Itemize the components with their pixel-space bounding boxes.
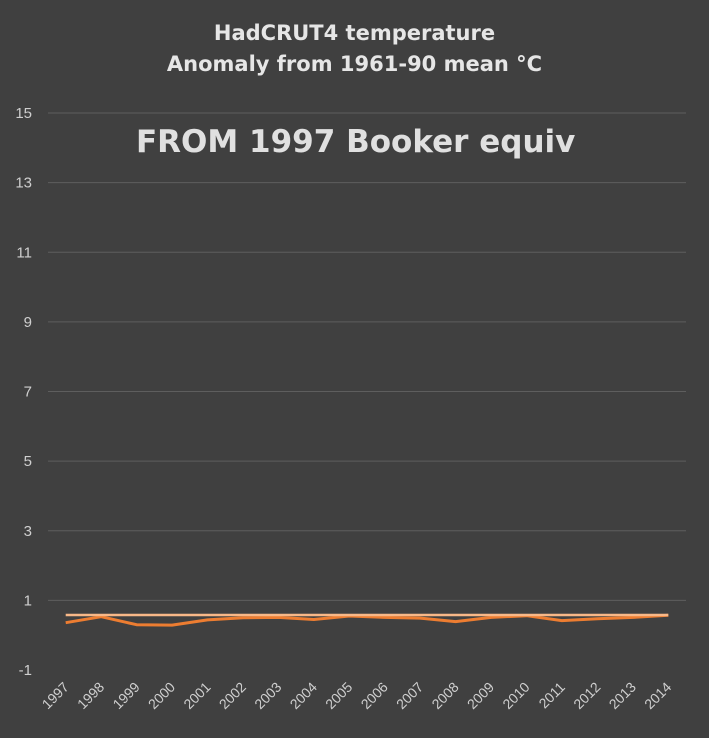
x-tick-label-15: 2012	[570, 679, 603, 712]
x-tick-label-11: 2008	[428, 679, 461, 712]
y-tick-label-5: 9	[24, 314, 32, 331]
x-tick-label-2: 1999	[109, 679, 142, 712]
y-tick-label-4: 7	[24, 384, 32, 401]
chart-title-block: HadCRUT4 temperature Anomaly from 1961-9…	[0, 18, 709, 80]
chart-title: HadCRUT4 temperature	[213, 21, 496, 45]
x-tick-label-4: 2001	[180, 679, 213, 712]
x-tick-label-9: 2006	[357, 679, 390, 712]
x-tick-label-8: 2005	[322, 679, 355, 712]
x-tick-label-1: 1998	[74, 679, 107, 712]
x-tick-label-5: 2002	[216, 679, 249, 712]
grid-layer	[48, 112, 686, 601]
y-tick-label-3: 5	[24, 453, 32, 470]
y-tick-label-7: 13	[15, 175, 32, 192]
y-tick-label-2: 3	[24, 523, 32, 540]
series-layer	[65, 613, 669, 627]
y-tick-label-1: 1	[24, 592, 32, 609]
x-tick-label-3: 2000	[145, 679, 178, 712]
chart-subtitle: Anomaly from 1961-90 mean °C	[166, 52, 543, 76]
chart-annotation: FROM 1997 Booker equiv	[136, 124, 576, 160]
x-tick-label-14: 2011	[535, 679, 568, 712]
x-tick-label-13: 2010	[499, 679, 532, 712]
x-tick-label-12: 2009	[464, 679, 497, 712]
x-tick-label-10: 2007	[393, 679, 426, 712]
y-tick-label-6: 11	[16, 244, 32, 261]
series-line-0	[65, 613, 669, 627]
x-tick-label-7: 2004	[287, 679, 320, 712]
x-tick-label-16: 2013	[606, 679, 639, 712]
x-axis-ticks: 1997 1998 1999 2000 2001 2002 2003 2004 2005 2006…	[38, 679, 674, 712]
x-tick-label-6: 2003	[251, 679, 284, 712]
x-tick-label-0: 1997	[38, 679, 71, 712]
x-tick-label-17: 2014	[641, 679, 674, 712]
y-tick-label-0: -1	[19, 662, 32, 679]
y-tick-label-8: 15	[15, 105, 32, 122]
